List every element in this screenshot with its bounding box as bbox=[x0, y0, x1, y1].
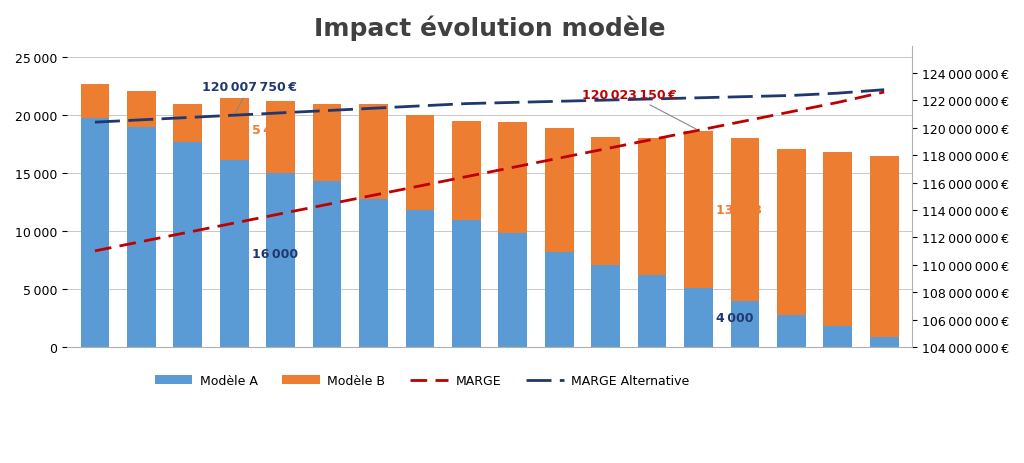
Bar bbox=[127, 92, 156, 127]
Bar bbox=[777, 315, 806, 347]
Bar bbox=[684, 288, 713, 347]
Bar bbox=[173, 104, 202, 143]
Bar bbox=[730, 301, 759, 347]
Bar bbox=[127, 127, 156, 347]
Bar bbox=[869, 337, 899, 347]
Bar bbox=[545, 129, 573, 252]
Bar bbox=[591, 138, 620, 265]
Bar bbox=[81, 85, 110, 118]
Bar bbox=[777, 150, 806, 315]
Bar bbox=[220, 161, 249, 347]
Bar bbox=[499, 123, 527, 234]
Bar bbox=[266, 174, 295, 347]
Bar bbox=[312, 182, 341, 347]
Text: 16 000: 16 000 bbox=[252, 248, 298, 261]
Text: 120 023 150 €: 120 023 150 € bbox=[583, 88, 696, 130]
Text: 5 405: 5 405 bbox=[252, 123, 290, 136]
Bar bbox=[81, 118, 110, 347]
Bar bbox=[823, 153, 852, 326]
Bar bbox=[545, 252, 573, 347]
Bar bbox=[359, 199, 388, 347]
Title: Impact évolution modèle: Impact évolution modèle bbox=[313, 15, 666, 40]
Bar bbox=[266, 102, 295, 174]
Bar bbox=[823, 326, 852, 347]
Bar bbox=[452, 220, 480, 347]
Legend: Modèle A, Modèle B, MARGE, MARGE Alternative: Modèle A, Modèle B, MARGE, MARGE Alterna… bbox=[150, 369, 694, 392]
Text: 13 513: 13 513 bbox=[716, 204, 762, 217]
Bar bbox=[684, 132, 713, 288]
Bar bbox=[869, 156, 899, 337]
Bar bbox=[730, 139, 759, 301]
Bar bbox=[312, 104, 341, 182]
Bar bbox=[638, 275, 667, 347]
Bar bbox=[406, 116, 434, 211]
Bar bbox=[499, 234, 527, 347]
Bar bbox=[638, 139, 667, 275]
Text: 4 000: 4 000 bbox=[716, 312, 754, 325]
Bar bbox=[220, 99, 249, 161]
Bar bbox=[359, 104, 388, 199]
Text: 120 007 750 €: 120 007 750 € bbox=[202, 81, 297, 113]
Bar bbox=[591, 265, 620, 347]
Bar bbox=[406, 211, 434, 347]
Bar bbox=[173, 143, 202, 347]
Bar bbox=[452, 122, 480, 220]
